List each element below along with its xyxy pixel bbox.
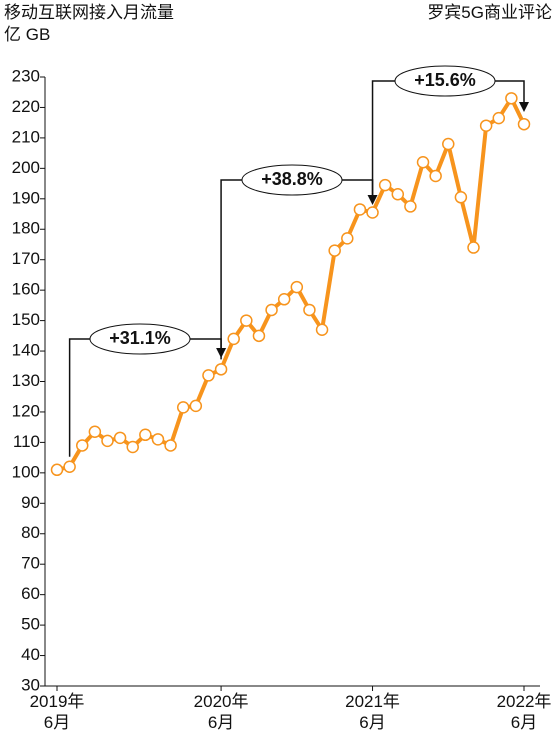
point — [63, 460, 76, 474]
y-tick-label: 90 — [21, 493, 40, 512]
point — [139, 428, 152, 442]
point — [378, 178, 392, 192]
x-tick-label: 2021年 6月 — [345, 692, 400, 732]
y-tick-label: 40 — [21, 645, 40, 664]
point — [517, 117, 531, 131]
y-tick-label: 170 — [12, 249, 40, 268]
point — [492, 111, 506, 125]
annotation-label: +38.8% — [261, 169, 323, 189]
point — [214, 363, 228, 376]
point — [366, 206, 379, 219]
y-tick-label: 80 — [21, 523, 40, 542]
unit-label: 亿 GB — [4, 25, 51, 44]
y-tick-label: 190 — [12, 188, 40, 207]
point — [113, 431, 127, 445]
point — [75, 439, 89, 452]
y-tick-label: 60 — [21, 584, 40, 603]
point — [353, 203, 367, 216]
y-tick-label: 180 — [12, 219, 40, 238]
point — [479, 119, 493, 132]
point — [391, 187, 405, 201]
point — [303, 303, 316, 317]
x-tick-label: 2020年 6月 — [193, 692, 249, 732]
point — [505, 92, 518, 105]
point — [176, 401, 190, 414]
y-tick-label: 200 — [12, 158, 40, 177]
y-tick-label: 130 — [12, 371, 40, 390]
point — [240, 314, 253, 327]
point — [88, 425, 102, 438]
point — [454, 191, 468, 204]
point — [315, 323, 329, 336]
point — [227, 332, 240, 346]
point — [277, 293, 291, 306]
series-line — [56, 96, 526, 472]
annotation-bubble — [241, 164, 343, 196]
point — [429, 169, 442, 183]
point — [341, 232, 354, 245]
source-label: 罗宾5G商业评论 — [427, 3, 552, 22]
x-tick-label: 2019年 6月 — [29, 692, 85, 732]
x-tick-label: 2022年 6月 — [496, 692, 552, 732]
point — [126, 440, 139, 454]
point — [328, 244, 341, 257]
annotation-arrow — [519, 102, 529, 112]
y-tick-label: 30 — [21, 675, 40, 694]
point — [164, 439, 177, 452]
chart-title: 移动互联网接入月流量 — [4, 3, 174, 22]
y-tick-label: 50 — [21, 615, 40, 634]
point — [265, 303, 278, 317]
y-tick-label: 110 — [13, 432, 40, 451]
point — [252, 329, 266, 343]
point — [442, 137, 455, 151]
y-tick-label: 140 — [12, 341, 40, 360]
annotation-bubble — [89, 323, 191, 355]
annotation-bracket — [220, 179, 374, 360]
annotation-label: +31.1% — [109, 328, 171, 348]
point — [404, 200, 417, 213]
point — [416, 156, 430, 169]
point — [101, 434, 114, 448]
y-tick-label: 210 — [12, 127, 40, 146]
annotation-bubble — [394, 65, 496, 97]
y-tick-label: 100 — [12, 462, 40, 481]
point — [50, 463, 64, 477]
point — [467, 241, 480, 254]
y-tick-label: 70 — [21, 554, 40, 573]
point — [202, 369, 215, 382]
y-tick-label: 120 — [12, 401, 40, 420]
annotation-label: +15.6% — [414, 70, 476, 90]
point — [189, 399, 203, 413]
point — [151, 433, 165, 446]
y-tick-label: 160 — [12, 280, 40, 299]
y-tick-label: 230 — [12, 66, 40, 85]
y-tick-label: 220 — [12, 97, 40, 116]
y-tick-label: 150 — [12, 310, 40, 329]
point — [290, 280, 304, 294]
